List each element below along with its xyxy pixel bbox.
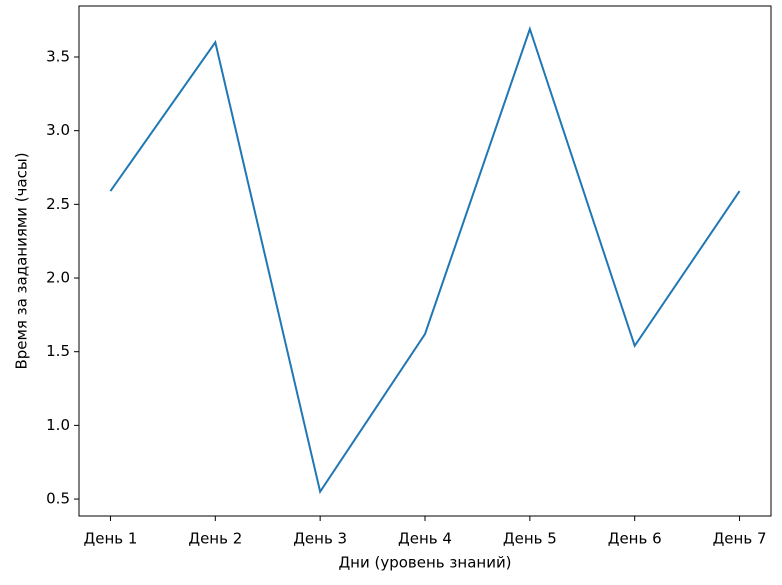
y-tick-label: 0.5 xyxy=(46,490,70,508)
x-tick-label: День 2 xyxy=(188,530,242,548)
x-tick-label: День 7 xyxy=(713,530,767,548)
plot-frame xyxy=(78,5,772,517)
y-tick-label: 1.5 xyxy=(46,342,70,360)
line xyxy=(109,25,741,495)
x-tick-label: День 3 xyxy=(293,530,347,548)
y-tick-label: 2.0 xyxy=(46,269,70,287)
x-tick-label: День 1 xyxy=(84,530,138,548)
x-axis-label: Дни (уровень знаний) xyxy=(338,554,511,572)
y-tick-label: 2.5 xyxy=(46,195,70,213)
x-tick-label: День 6 xyxy=(608,530,662,548)
y-tick-label: 3.5 xyxy=(46,47,70,65)
y-axis-label: Время за заданиями (часы) xyxy=(13,152,31,369)
x-tick-label: День 5 xyxy=(503,530,557,548)
y-tick-label: 1.0 xyxy=(46,416,70,434)
x-tick-label: День 4 xyxy=(398,530,452,548)
y-tick-label: 3.0 xyxy=(46,121,70,139)
